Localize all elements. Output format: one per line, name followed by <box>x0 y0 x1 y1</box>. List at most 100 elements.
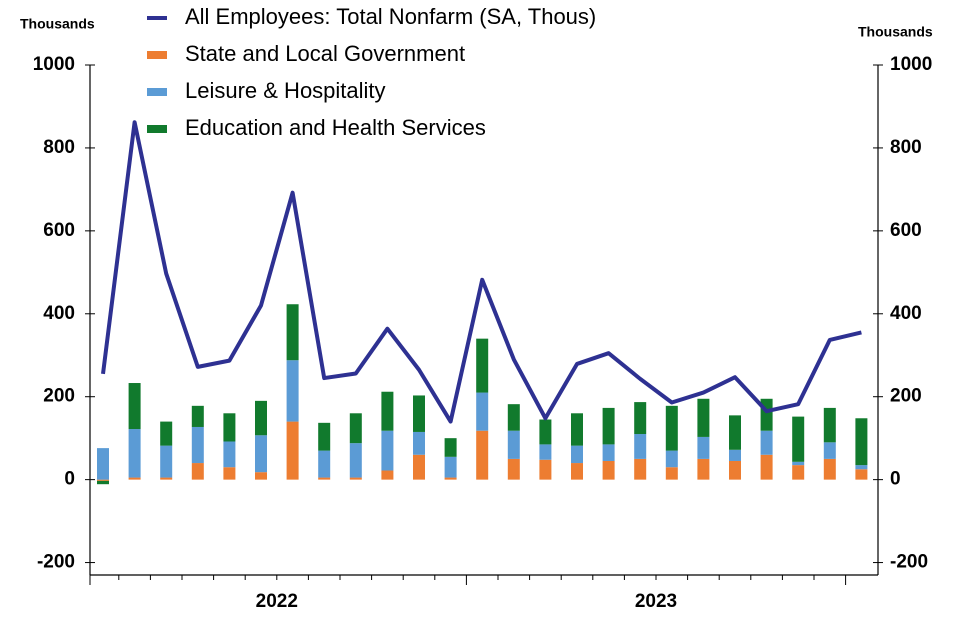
bar <box>128 383 141 430</box>
bar <box>792 461 805 466</box>
bar <box>160 477 173 480</box>
y2-axis-label: Thousands <box>858 24 933 40</box>
bar <box>507 458 520 480</box>
bar <box>381 470 394 480</box>
y-tick-label: 800 <box>43 137 75 158</box>
bar <box>507 404 520 431</box>
bar <box>318 477 331 480</box>
bar <box>444 438 457 457</box>
bar <box>602 444 615 461</box>
bar <box>255 472 267 480</box>
bar <box>665 450 678 468</box>
bar <box>349 477 362 480</box>
legend-label: Education and Health Services <box>185 115 486 140</box>
y-tick-label: -200 <box>37 552 75 573</box>
bar <box>665 405 678 451</box>
legend-swatch <box>147 125 167 133</box>
y-tick-label: 200 <box>43 386 75 407</box>
bar <box>539 419 552 445</box>
bar <box>160 421 173 446</box>
bar <box>476 430 489 480</box>
y-axis-label: Thousands <box>20 16 95 32</box>
bar <box>792 465 805 480</box>
bar <box>571 445 583 464</box>
bar <box>634 458 647 480</box>
bar <box>760 454 773 480</box>
bar <box>760 398 773 431</box>
legend-label: State and Local Government <box>185 41 465 66</box>
bar <box>665 467 678 480</box>
bar <box>381 430 394 471</box>
bar <box>729 449 741 461</box>
bar <box>823 442 836 459</box>
bar <box>539 459 552 480</box>
bar <box>855 465 868 470</box>
bar <box>160 445 173 478</box>
bar <box>349 413 362 444</box>
bar <box>760 430 773 455</box>
bar <box>349 443 362 478</box>
bar <box>413 395 425 432</box>
x-year-label: 2022 <box>256 591 298 612</box>
bar <box>223 413 236 442</box>
bar <box>823 458 836 480</box>
bar <box>318 422 331 451</box>
y-tick-label: 0 <box>64 469 75 490</box>
bar <box>223 441 236 468</box>
bar <box>571 463 583 480</box>
bar <box>792 416 805 462</box>
bar <box>128 429 141 478</box>
bar <box>697 436 710 459</box>
legend-swatch <box>147 51 167 59</box>
bar <box>413 431 425 455</box>
bar <box>571 413 583 446</box>
y2-tick-label: 0 <box>890 469 901 490</box>
bar <box>191 426 204 464</box>
bar <box>602 407 615 445</box>
bar <box>286 421 299 480</box>
bar <box>634 402 647 435</box>
bar <box>634 434 647 459</box>
bar <box>255 400 267 436</box>
y2-tick-label: 600 <box>890 220 922 241</box>
legend-swatch <box>147 88 167 96</box>
bar <box>729 415 741 450</box>
bar <box>97 480 109 485</box>
bar <box>286 304 299 361</box>
y2-tick-label: 400 <box>890 303 922 324</box>
bar <box>255 435 267 473</box>
bar <box>855 418 868 466</box>
bar <box>855 469 868 480</box>
bar <box>97 448 109 480</box>
y2-tick-label: 800 <box>890 137 922 158</box>
y-tick-label: 1000 <box>33 54 75 75</box>
bar <box>318 450 331 478</box>
y-tick-label: 600 <box>43 220 75 241</box>
bar <box>697 458 710 480</box>
bar <box>729 460 741 480</box>
bar <box>539 444 552 460</box>
bar <box>697 398 710 437</box>
y2-tick-label: 1000 <box>890 54 932 75</box>
bar <box>97 479 109 481</box>
x-year-label: 2023 <box>635 591 677 612</box>
bar <box>128 477 141 480</box>
bar <box>444 456 457 478</box>
bar <box>823 407 836 443</box>
bar <box>223 467 236 480</box>
bar <box>381 391 394 431</box>
bar <box>476 392 489 431</box>
y2-tick-label: 200 <box>890 386 922 407</box>
bar <box>507 430 520 459</box>
bar <box>476 338 489 393</box>
bar <box>602 460 615 480</box>
y-tick-label: 400 <box>43 303 75 324</box>
y2-tick-label: -200 <box>890 552 928 573</box>
legend-label: All Employees: Total Nonfarm (SA, Thous) <box>185 4 596 29</box>
bar <box>444 477 457 480</box>
bar <box>191 463 204 480</box>
line <box>101 120 862 424</box>
legend-label: Leisure & Hospitality <box>185 78 386 103</box>
bar <box>413 454 425 480</box>
